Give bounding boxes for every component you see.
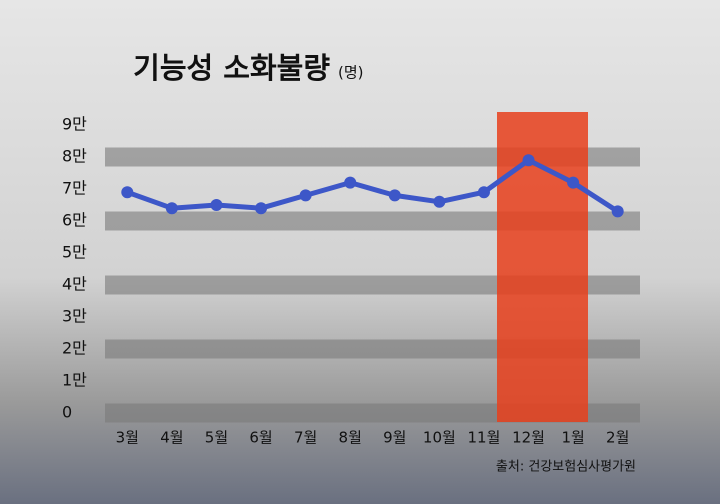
point: [299, 189, 312, 202]
x-tick-label: 6월: [249, 429, 272, 447]
source: 출처: 건강보험심사평가원: [496, 460, 636, 475]
x-tick-label: 10월: [423, 429, 456, 447]
x-tick-label: 7월: [294, 429, 317, 447]
point: [255, 202, 268, 215]
x-tick-label: 12월: [512, 429, 545, 447]
point: [388, 189, 401, 202]
point: [567, 176, 580, 189]
x-tick-label: 3월: [116, 429, 139, 447]
point: [165, 202, 178, 215]
point: [611, 205, 624, 218]
x-tick-label: 1월: [561, 429, 584, 447]
x-tick-label: 5월: [205, 429, 228, 447]
y-tick-label: 7만: [62, 179, 87, 198]
highlight: [497, 112, 588, 422]
x-tick-label: 4월: [160, 429, 183, 447]
chart-title: 기능성 소화불량: [133, 51, 330, 85]
y-tick-label: 0: [62, 403, 72, 422]
chart-subtitle: (명): [338, 64, 364, 82]
line: [126, 157, 620, 214]
y-tick-label: 9만: [62, 115, 87, 134]
y-tick-label: 4만: [62, 275, 87, 294]
y-tick-label: 2만: [62, 339, 87, 358]
x-tick-label: 2월: [606, 429, 629, 447]
point: [522, 154, 535, 167]
point: [433, 195, 446, 208]
y-tick-label: 5만: [62, 243, 87, 262]
x-tick-label: 11월: [468, 429, 501, 447]
y-tick-label: 3만: [62, 307, 87, 326]
x-tick-label: 9월: [383, 429, 406, 447]
point: [210, 199, 223, 211]
point: [121, 186, 134, 199]
y-tick-label: 8만: [62, 147, 87, 166]
point: [477, 186, 490, 199]
y-tick-label: 6만: [62, 211, 87, 230]
x-tick-label: 8월: [339, 429, 362, 447]
point: [344, 176, 357, 189]
y-tick-label: 1만: [62, 371, 87, 390]
